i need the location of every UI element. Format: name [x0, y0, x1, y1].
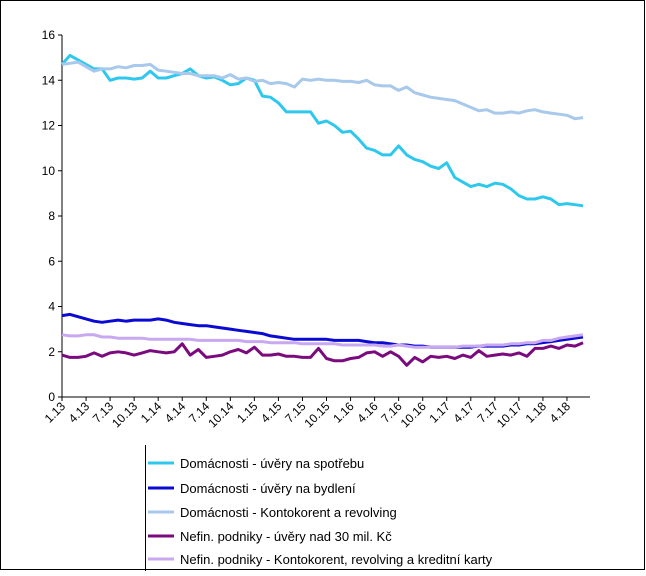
y-tick-label: 4: [48, 300, 55, 314]
legend-label: Nefin. podniky - úvěry nad 30 mil. Kč: [180, 529, 392, 544]
y-tick-label: 16: [42, 28, 56, 42]
y-tick-label: 6: [48, 254, 55, 268]
legend-label: Domácnosti - úvěry na spotřebu: [180, 456, 364, 471]
y-tick-label: 14: [42, 73, 56, 87]
legend-label: Domácnosti - Kontokorent a revolving: [180, 505, 397, 520]
series-line: [61, 341, 584, 367]
y-tick-label: 10: [42, 164, 56, 178]
y-tick-label: 2: [48, 345, 55, 359]
legend-label: Nefin. podniky - Kontokorent, revolving …: [180, 552, 493, 567]
y-tick-label: 8: [48, 209, 55, 223]
legend-label: Domácnosti - úvěry na bydlení: [180, 481, 356, 496]
series-line: [61, 60, 584, 121]
series-line: [60, 53, 584, 208]
series-line: [61, 333, 584, 349]
y-tick-label: 0: [48, 390, 55, 404]
y-tick-label: 12: [42, 119, 56, 133]
